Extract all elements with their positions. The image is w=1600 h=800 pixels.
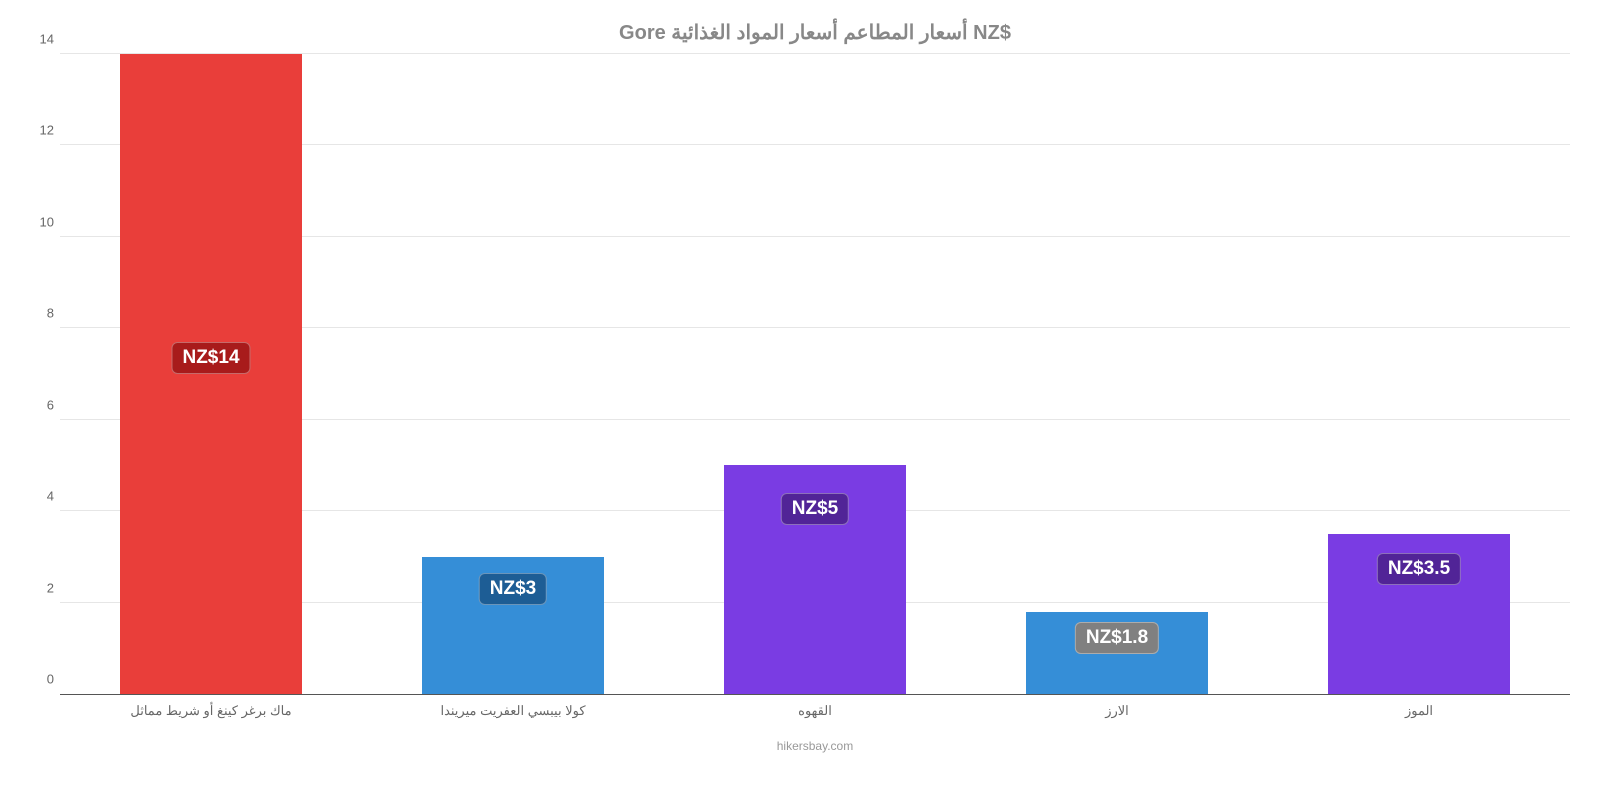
bar-slot: NZ$14	[60, 55, 362, 694]
bar-value-badge: NZ$5	[781, 493, 849, 525]
plot-area: 02468101214NZ$14NZ$3NZ$5NZ$1.8NZ$3.5	[60, 55, 1570, 695]
y-tick-label: 4	[18, 489, 54, 504]
bar-slot: NZ$1.8	[966, 55, 1268, 694]
chart-container: Gore أسعار المطاعم أسعار المواد الغذائية…	[0, 0, 1600, 800]
x-tick-label: ماك برغر كينغ أو شريط مماثل	[60, 703, 362, 719]
bar: NZ$1.8	[1026, 612, 1207, 694]
y-tick-label: 2	[18, 580, 54, 595]
bar-slot: NZ$3	[362, 55, 664, 694]
x-tick-label: الموز	[1268, 703, 1570, 719]
x-axis: ماك برغر كينغ أو شريط مماثلكولا بيبسي ال…	[60, 703, 1570, 719]
y-tick-label: 8	[18, 306, 54, 321]
chart-title: Gore أسعار المطاعم أسعار المواد الغذائية…	[60, 20, 1570, 45]
bar-value-badge: NZ$3	[479, 573, 547, 605]
bar: NZ$3	[422, 557, 603, 694]
bar-value-badge: NZ$1.8	[1075, 622, 1159, 654]
bar-value-badge: NZ$3.5	[1377, 553, 1461, 585]
x-tick-label: كولا بيبسي العفريت ميريندا	[362, 703, 664, 719]
x-tick-label: الارز	[966, 703, 1268, 719]
x-tick-label: القهوه	[664, 703, 966, 719]
y-tick-label: 14	[18, 32, 54, 47]
y-tick-label: 6	[18, 397, 54, 412]
y-tick-label: 0	[18, 672, 54, 687]
y-tick-label: 12	[18, 123, 54, 138]
bar-slot: NZ$3.5	[1268, 55, 1570, 694]
bar-slot: NZ$5	[664, 55, 966, 694]
bar-value-badge: NZ$14	[171, 342, 250, 374]
bars-row: NZ$14 NZ$3 NZ$5 NZ$1.8 NZ$3.5	[60, 55, 1570, 694]
y-tick-label: 10	[18, 214, 54, 229]
bar: NZ$5	[724, 465, 905, 694]
bar: NZ$14	[120, 54, 301, 694]
credit-text: hikersbay.com	[60, 739, 1570, 753]
bar: NZ$3.5	[1328, 534, 1509, 694]
